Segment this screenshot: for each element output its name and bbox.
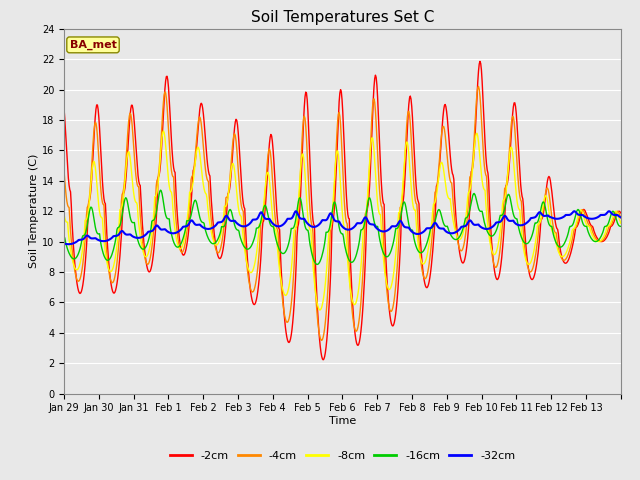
-4cm	[401, 163, 408, 169]
-2cm	[276, 248, 284, 253]
Line: -4cm: -4cm	[64, 86, 621, 340]
X-axis label: Time: Time	[329, 416, 356, 426]
-16cm	[228, 213, 236, 218]
Line: -16cm: -16cm	[64, 190, 621, 264]
-32cm	[126, 231, 134, 237]
Y-axis label: Soil Temperature (C): Soil Temperature (C)	[29, 154, 39, 268]
-2cm	[617, 210, 625, 216]
-4cm	[228, 153, 236, 158]
-4cm	[276, 272, 284, 277]
-32cm	[401, 224, 408, 229]
-32cm	[617, 215, 625, 220]
Title: Soil Temperatures Set C: Soil Temperatures Set C	[251, 10, 434, 25]
Line: -8cm: -8cm	[64, 131, 621, 310]
-32cm	[228, 218, 236, 224]
-32cm	[65, 241, 72, 247]
-32cm	[277, 223, 285, 228]
-16cm	[157, 187, 164, 193]
-2cm	[125, 122, 133, 128]
-8cm	[316, 307, 324, 313]
-16cm	[314, 262, 321, 267]
-16cm	[60, 235, 68, 240]
-32cm	[570, 208, 578, 214]
-4cm	[475, 84, 483, 89]
-8cm	[617, 220, 625, 226]
-32cm	[256, 210, 264, 216]
-4cm	[255, 248, 263, 253]
-4cm	[432, 189, 440, 194]
-2cm	[476, 59, 484, 64]
-16cm	[125, 210, 133, 216]
-4cm	[617, 215, 625, 221]
-16cm	[617, 224, 625, 229]
-4cm	[60, 168, 68, 174]
-2cm	[432, 203, 440, 209]
-2cm	[255, 275, 263, 281]
-2cm	[60, 105, 68, 111]
-8cm	[277, 278, 285, 284]
-8cm	[433, 193, 440, 199]
-4cm	[125, 113, 133, 119]
-8cm	[60, 211, 68, 217]
-32cm	[60, 240, 68, 246]
Legend: -2cm, -4cm, -8cm, -16cm, -32cm: -2cm, -4cm, -8cm, -16cm, -32cm	[165, 446, 520, 466]
-2cm	[319, 357, 327, 363]
-16cm	[277, 250, 285, 255]
-16cm	[256, 222, 264, 228]
-8cm	[159, 128, 167, 134]
Text: BA_met: BA_met	[70, 40, 116, 50]
-8cm	[228, 161, 236, 167]
-2cm	[401, 183, 408, 189]
-2cm	[228, 164, 236, 170]
Line: -32cm: -32cm	[64, 211, 621, 244]
-16cm	[433, 213, 440, 218]
-4cm	[318, 337, 326, 343]
-8cm	[256, 222, 264, 228]
-8cm	[125, 150, 133, 156]
-16cm	[401, 201, 409, 207]
-8cm	[401, 149, 409, 155]
-32cm	[432, 220, 440, 226]
Line: -2cm: -2cm	[64, 61, 621, 360]
